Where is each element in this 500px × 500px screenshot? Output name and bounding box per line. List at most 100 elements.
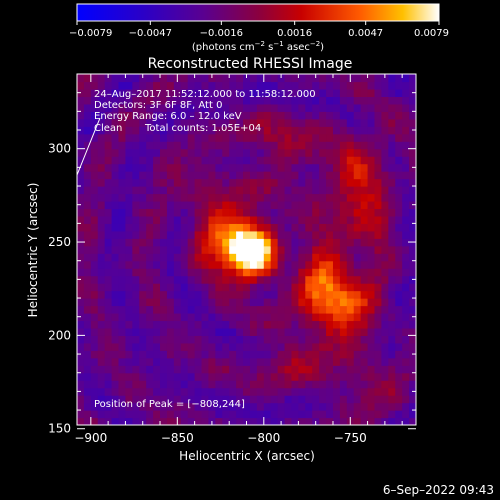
- heatmap-cell: [125, 350, 133, 359]
- heatmap-cell: [104, 215, 113, 224]
- heatmap-cell: [173, 312, 182, 322]
- heatmap-cell: [339, 230, 348, 239]
- heatmap-cell: [249, 357, 258, 366]
- heatmap-cell: [194, 417, 203, 425]
- heatmap-cell: [111, 163, 120, 172]
- heatmap-cell: [215, 215, 223, 224]
- heatmap-cell: [243, 223, 251, 232]
- heatmap-cell: [187, 395, 196, 404]
- heatmap-cell: [332, 298, 341, 307]
- heatmap-cell: [256, 327, 265, 336]
- heatmap-cell: [402, 342, 410, 351]
- heatmap-cell: [312, 208, 320, 217]
- heatmap-cell: [104, 327, 113, 336]
- heatmap-cell: [388, 395, 396, 404]
- heatmap-cell: [222, 186, 230, 195]
- heatmap-cell: [97, 350, 106, 359]
- heatmap-cell: [332, 103, 341, 112]
- heatmap-cell: [374, 238, 383, 247]
- heatmap-cell: [409, 417, 416, 425]
- heatmap-cell: [236, 253, 244, 262]
- heatmap-cell: [326, 357, 334, 366]
- heatmap-cell: [305, 380, 313, 389]
- heatmap-cell: [270, 103, 279, 112]
- heatmap-cell: [374, 88, 383, 98]
- heatmap-cell: [166, 178, 175, 187]
- heatmap-cell: [319, 275, 327, 284]
- heatmap-cell: [249, 312, 258, 322]
- heatmap-cell: [236, 81, 244, 90]
- heatmap-cell: [326, 208, 334, 217]
- heatmap-cell: [104, 148, 113, 157]
- heatmap-cell: [360, 103, 369, 112]
- heatmap-cell: [97, 245, 106, 254]
- heatmap-cell: [346, 357, 355, 366]
- heatmap-cell: [339, 223, 348, 232]
- heatmap-cell: [139, 96, 147, 105]
- heatmap-cell: [97, 148, 106, 157]
- heatmap-cell: [243, 275, 251, 284]
- heatmap-cell: [97, 141, 106, 150]
- heatmap-cell: [339, 372, 348, 381]
- heatmap-cell: [346, 148, 355, 157]
- heatmap-cell: [118, 305, 127, 314]
- heatmap-cell: [263, 290, 272, 299]
- heatmap-cell: [249, 417, 258, 425]
- heatmap-cell: [312, 178, 320, 187]
- heatmap-cell: [367, 245, 376, 254]
- heatmap-cell: [353, 171, 362, 180]
- heatmap-cell: [173, 96, 182, 105]
- heatmap-cell: [263, 156, 272, 165]
- heatmap-cell: [367, 148, 376, 157]
- heatmap-cell: [284, 290, 293, 299]
- heatmap-cell: [249, 74, 258, 83]
- heatmap-cell: [104, 141, 113, 150]
- heatmap-cell: [222, 88, 230, 98]
- heatmap-cell: [319, 96, 327, 105]
- heatmap-cell: [291, 253, 299, 262]
- heatmap-cell: [332, 320, 341, 329]
- heatmap-cell: [173, 387, 182, 396]
- heatmap-cell: [173, 141, 182, 150]
- heatmap-cell: [187, 223, 196, 232]
- heatmap-cell: [173, 230, 182, 239]
- heatmap-cell: [146, 81, 154, 90]
- heatmap-cell: [146, 410, 154, 419]
- heatmap-cell: [388, 305, 396, 314]
- heatmap-cell: [263, 148, 272, 157]
- heatmap-cell: [90, 253, 99, 262]
- heatmap-cell: [104, 395, 113, 404]
- heatmap-cell: [132, 111, 140, 120]
- heatmap-cell: [153, 312, 161, 322]
- heatmap-cell: [305, 350, 313, 359]
- heatmap-cell: [77, 178, 85, 187]
- heatmap-cell: [97, 410, 106, 419]
- heatmap-cell: [132, 230, 140, 239]
- heatmap-cell: [222, 290, 230, 299]
- heatmap-cell: [256, 350, 265, 359]
- heatmap-cell: [153, 193, 161, 202]
- heatmap-cell: [215, 253, 223, 262]
- heatmap-cell: [125, 103, 133, 112]
- heatmap-cell: [236, 230, 244, 239]
- heatmap-cell: [97, 200, 106, 210]
- heatmap-cell: [395, 74, 403, 83]
- heatmap-cell: [166, 380, 175, 389]
- heatmap-cell: [153, 178, 161, 187]
- heatmap-cell: [146, 88, 154, 98]
- heatmap-cell: [263, 118, 272, 127]
- heatmap-cell: [201, 395, 210, 404]
- heatmap-cell: [201, 380, 210, 389]
- solar-limb-line: [76, 117, 101, 176]
- heatmap-cell: [229, 171, 237, 180]
- heatmap-cell: [277, 298, 286, 307]
- heatmap-cell: [118, 372, 127, 381]
- heatmap-cell: [111, 410, 120, 419]
- heatmap-cell: [332, 141, 341, 150]
- heatmap-cell: [312, 156, 320, 165]
- heatmap-cell: [77, 81, 85, 90]
- heatmap-cell: [153, 163, 161, 172]
- heatmap-cell: [166, 395, 175, 404]
- heatmap-cell: [90, 283, 99, 292]
- heatmap-cell: [208, 342, 216, 351]
